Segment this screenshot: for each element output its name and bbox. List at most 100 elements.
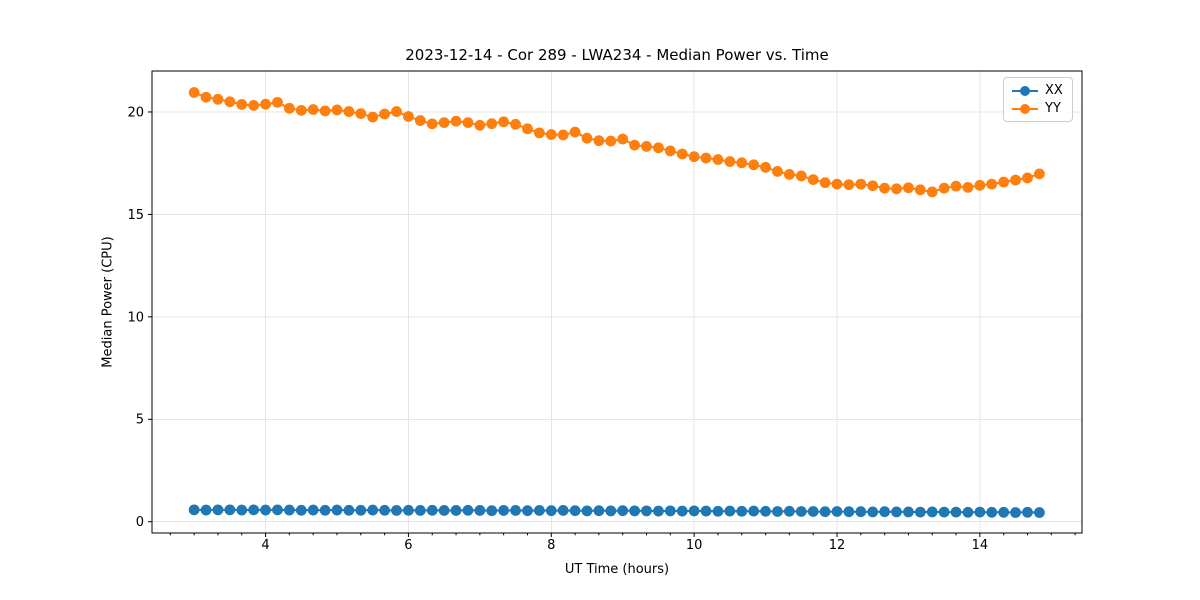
- series-YY-marker: [819, 177, 831, 189]
- series-XX-marker: [724, 505, 736, 517]
- legend-swatch-XX: [1012, 85, 1038, 96]
- series-XX-marker: [557, 505, 569, 516]
- series-YY-marker: [879, 182, 891, 194]
- series-XX-marker: [462, 504, 474, 516]
- series-YY-marker: [938, 182, 950, 194]
- series-YY-marker: [403, 111, 414, 122]
- plot-frame: [151, 70, 1083, 534]
- series-YY-marker: [629, 139, 641, 151]
- series-YY-marker: [843, 179, 855, 191]
- series-XX-marker: [414, 505, 426, 516]
- series-YY-marker: [355, 108, 367, 120]
- series-XX-marker: [510, 505, 521, 516]
- grid: [152, 71, 1082, 533]
- series-XX-marker: [283, 504, 295, 516]
- series-YY: [188, 87, 1045, 198]
- series-YY-marker: [926, 186, 938, 198]
- series-XX-marker: [1010, 507, 1021, 518]
- series-YY-marker: [653, 142, 664, 154]
- series-XX-marker: [200, 504, 212, 516]
- series-XX-marker: [617, 505, 629, 517]
- series-YY-marker: [462, 117, 474, 129]
- series-YY-marker: [700, 152, 712, 164]
- x-axis-label: UT Time (hours): [564, 562, 670, 577]
- series-XX: [188, 504, 1045, 518]
- series-XX-marker: [212, 504, 224, 516]
- series-YY-marker: [724, 156, 736, 167]
- series-YY-marker: [760, 161, 771, 173]
- series-YY-marker: [581, 132, 593, 144]
- y-tick-label-0: 0: [136, 515, 144, 530]
- series-YY-marker: [236, 99, 248, 110]
- series-XX-marker: [807, 506, 819, 517]
- series-YY-marker: [1022, 172, 1033, 184]
- series-YY-marker: [510, 118, 521, 130]
- series-YY-marker: [831, 178, 843, 190]
- series-XX-marker: [629, 505, 641, 517]
- y-tick-label-10: 10: [127, 310, 144, 325]
- series-YY-marker: [998, 176, 1010, 188]
- series-XX-marker: [926, 506, 938, 518]
- y-tick-label-15: 15: [127, 208, 144, 223]
- series-XX-marker: [545, 505, 557, 517]
- x-tick-label-12: 12: [829, 538, 846, 553]
- series-YY-marker: [712, 154, 724, 165]
- legend-marker-icon: [1020, 103, 1030, 114]
- series-XX-marker: [831, 506, 843, 517]
- series-YY-marker: [748, 159, 760, 171]
- series-XX-marker: [450, 505, 462, 516]
- series-YY-marker: [450, 115, 462, 127]
- series-YY-marker: [736, 157, 748, 169]
- series-YY-marker: [1033, 168, 1045, 180]
- series-YY-marker: [772, 165, 783, 177]
- series-YY-marker: [283, 102, 295, 114]
- series-YY-marker: [664, 145, 676, 157]
- legend-item-XX: XX: [1011, 83, 1063, 98]
- series-YY-marker: [367, 111, 379, 123]
- series-YY-marker: [533, 127, 545, 139]
- series-XX-marker: [879, 506, 891, 518]
- y-tick-label-5: 5: [136, 413, 144, 428]
- series-YY-marker: [807, 174, 819, 185]
- series-XX-marker: [391, 505, 402, 516]
- series-XX-marker: [533, 505, 545, 516]
- series-YY-marker: [557, 129, 569, 141]
- series-YY-marker: [569, 126, 581, 138]
- series-YY-marker: [260, 98, 271, 110]
- series-XX-marker: [522, 505, 533, 517]
- series-YY-marker: [950, 180, 962, 192]
- series-XX-marker: [664, 505, 676, 517]
- series-YY-marker: [391, 106, 402, 117]
- series-XX-marker: [676, 505, 688, 517]
- series-YY-marker: [272, 96, 283, 108]
- series-XX-marker: [319, 504, 331, 516]
- series-YY-marker: [212, 93, 224, 105]
- legend: XX YY: [1003, 77, 1073, 122]
- series-XX-marker: [843, 506, 855, 518]
- series-XX-marker: [748, 505, 760, 517]
- series-YY-marker: [188, 87, 200, 98]
- series-XX-marker: [569, 505, 581, 517]
- series-XX-marker: [938, 506, 950, 518]
- series-YY-marker: [248, 100, 260, 111]
- series-XX-marker: [819, 506, 831, 518]
- axis-ticks: 4 6 8 10 12 14 0 5 10 15 20: [127, 105, 988, 552]
- series-YY-marker: [379, 108, 391, 120]
- series-XX-marker: [736, 505, 748, 517]
- series-XX-marker: [581, 505, 593, 517]
- series-XX-marker: [712, 505, 724, 517]
- series-XX-marker: [605, 505, 617, 517]
- series-YY-marker: [986, 178, 998, 190]
- series-XX-marker: [593, 505, 605, 517]
- series-XX-marker: [307, 504, 319, 516]
- series-XX-marker: [236, 504, 248, 516]
- series-XX-marker: [498, 505, 510, 516]
- series-XX-marker: [962, 506, 974, 518]
- series-XX-marker: [403, 504, 414, 516]
- series-XX-marker: [998, 506, 1010, 518]
- series-XX-marker: [867, 506, 879, 518]
- series-YY-marker: [903, 182, 914, 194]
- series-YY-marker: [414, 115, 426, 126]
- series-XX-marker: [783, 505, 795, 517]
- series-YY-marker: [200, 91, 212, 103]
